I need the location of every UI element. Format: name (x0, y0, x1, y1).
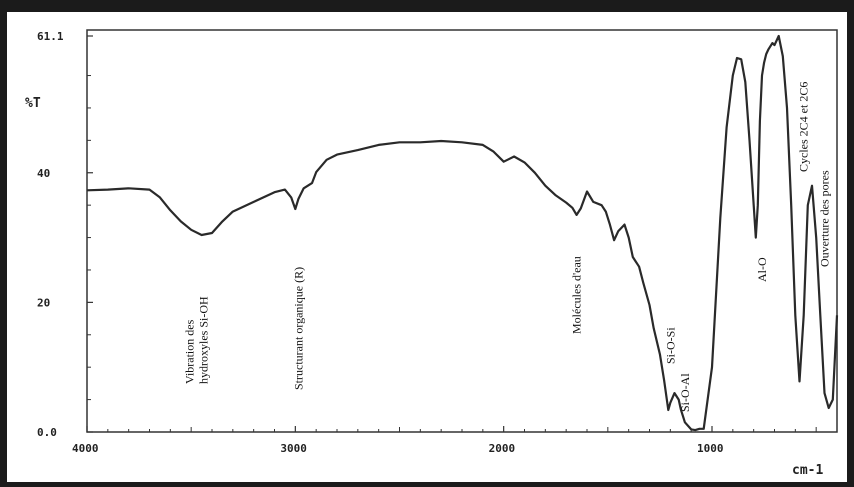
spectrum-line (86, 34, 839, 432)
peak-annotation: Structurant organique (R) (292, 267, 306, 390)
x-axis-ticks: 4000 3000 2000 1000 (72, 426, 817, 455)
y-axis-label: %T (25, 96, 41, 111)
y-axis-ticks: 0.0 20 40 61.1 (37, 30, 93, 439)
peak-annotation: Si-O-Si (663, 327, 677, 364)
y-tick-label: 20 (37, 296, 50, 309)
ir-spectrum-chart: 0.0 20 40 61.1 4000 3000 2000 1000 %T cm-1 Vib… (25, 29, 839, 478)
x-tick-label: 1000 (697, 442, 724, 455)
y-tick-label: 40 (37, 167, 50, 180)
peak-annotations: Vibration des hydroxyles Si-OH Structurant… (183, 82, 832, 412)
x-axis-label: cm-1 (792, 463, 823, 478)
peak-annotation: hydroxyles Si-OH (197, 296, 211, 384)
y-tick-label: 0.0 (37, 426, 57, 439)
peak-annotation: Cycles 2C4 et 2C6 (797, 82, 811, 172)
peak-annotation: Ouverture des pores (818, 170, 832, 267)
peak-annotation: Al-O (755, 257, 769, 282)
peak-annotation: Molécules d'eau (570, 256, 584, 334)
y-tick-label: 61.1 (37, 30, 64, 43)
x-tick-label: 4000 (72, 442, 99, 455)
x-tick-label: 2000 (489, 442, 515, 455)
peak-annotation: Si-O-Al (678, 373, 692, 412)
peak-annotation: Vibration des (183, 319, 197, 384)
chart-frame: 0.0 20 40 61.1 4000 3000 2000 1000 %T cm-1 Vib… (7, 12, 847, 482)
x-tick-label: 3000 (280, 442, 307, 455)
